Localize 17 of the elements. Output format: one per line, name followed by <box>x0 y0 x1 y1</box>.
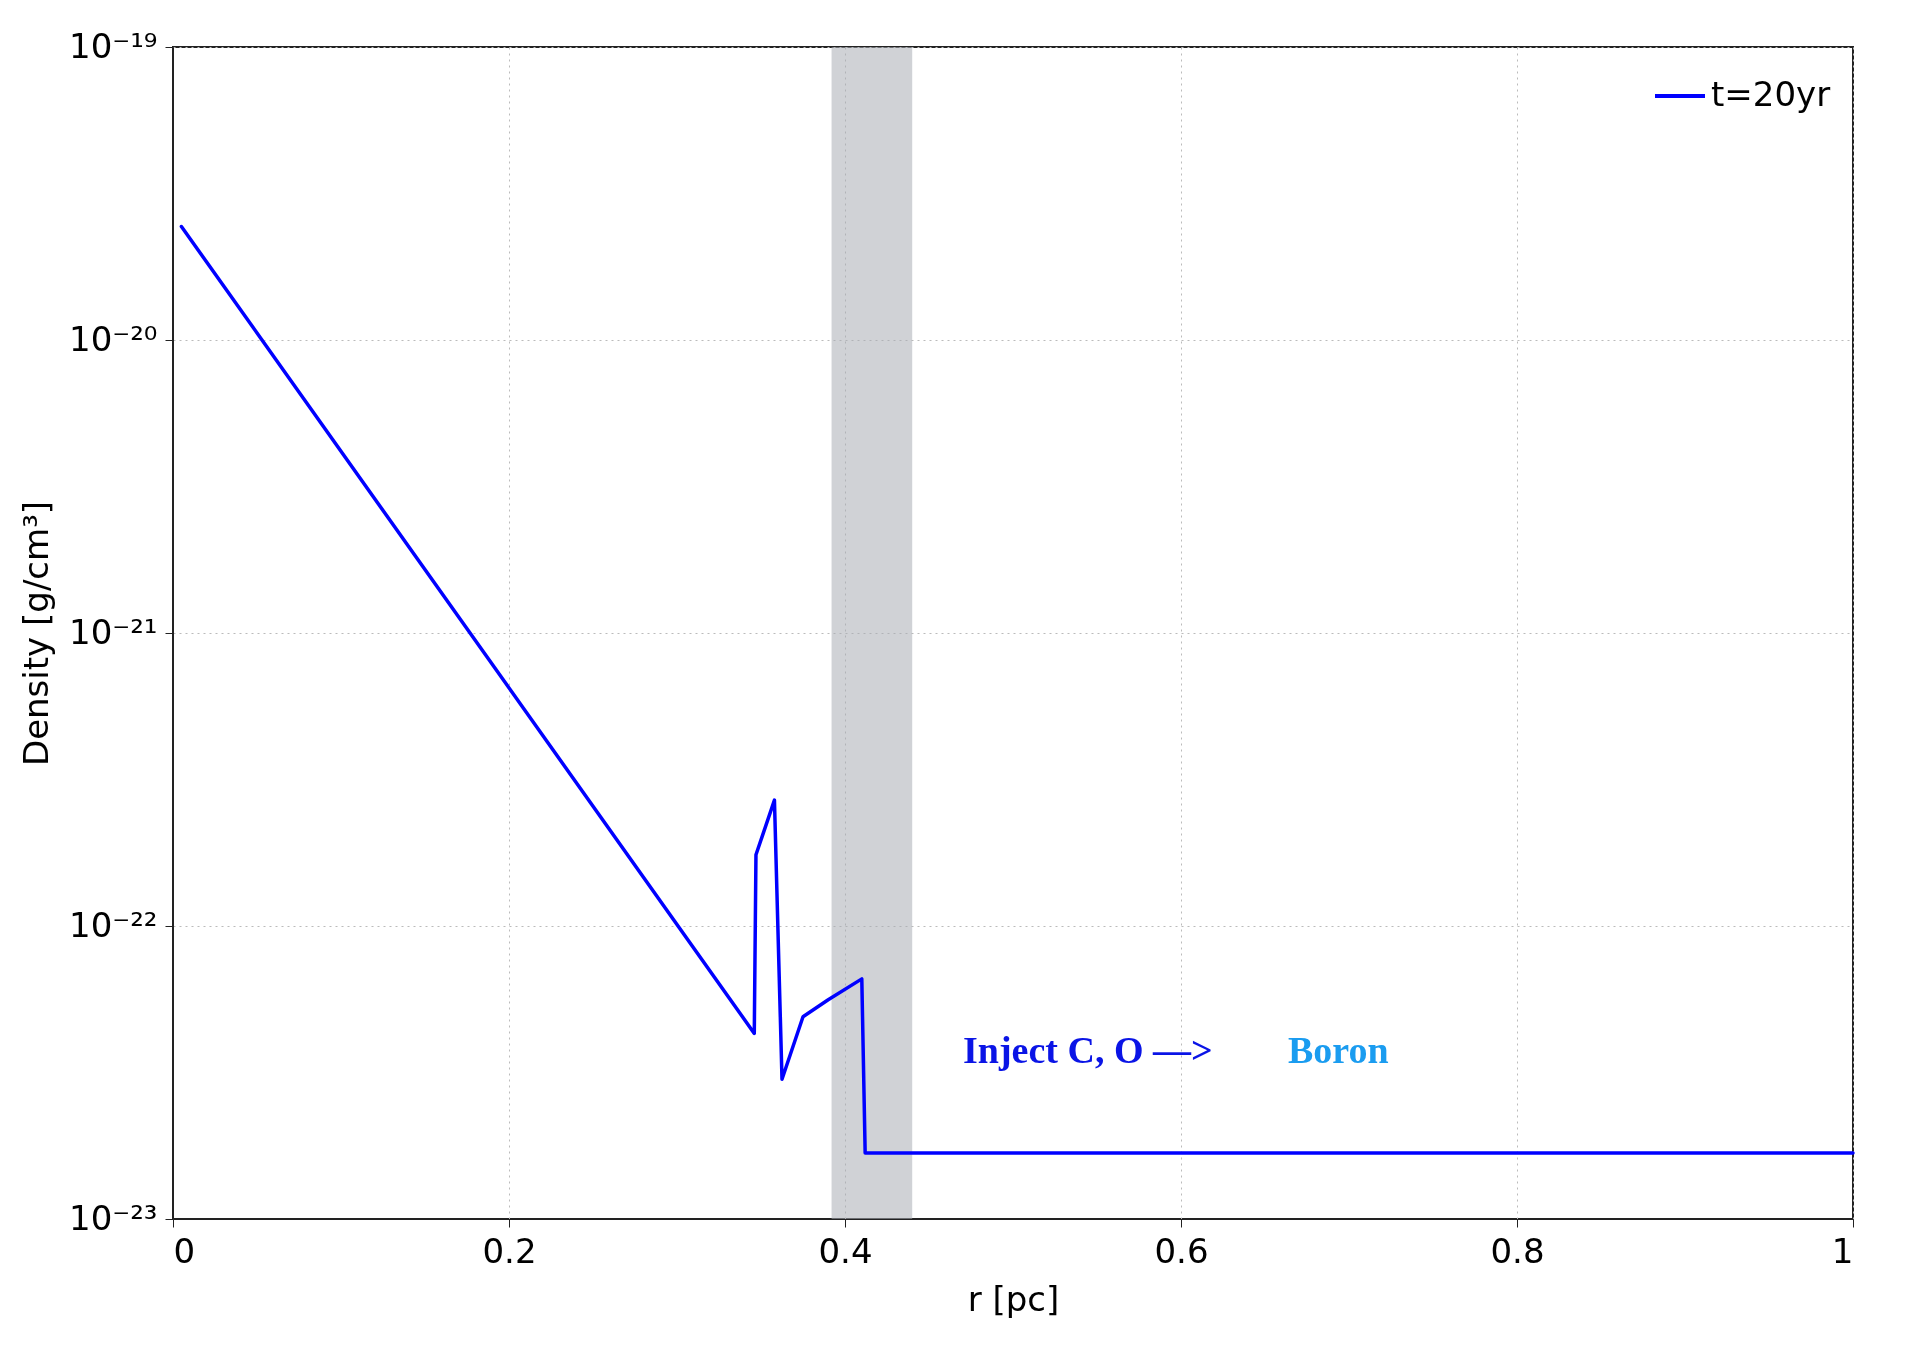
x-tick-label: 0.8 <box>1490 1230 1545 1271</box>
x-tick-label: 0 <box>173 1230 196 1271</box>
y-tick-label: 10⁻²⁰ <box>69 318 158 359</box>
x-tick-label: 0.6 <box>1154 1230 1209 1271</box>
annotation: Boron <box>1288 1029 1389 1071</box>
y-axis-title: Density [g/cm³] <box>16 500 57 767</box>
annotation: Inject C, O —> <box>963 1029 1213 1071</box>
x-tick-label: 1 <box>1831 1230 1854 1271</box>
y-tick-label: 10⁻²¹ <box>69 611 158 652</box>
y-tick-label: 10⁻¹⁹ <box>69 25 158 66</box>
y-tick-label: 10⁻²² <box>69 904 158 945</box>
y-tick-label: 10⁻²³ <box>69 1197 158 1238</box>
x-tick-label: 0.4 <box>818 1230 873 1271</box>
x-axis-title: r [pc] <box>967 1278 1060 1319</box>
line-series <box>179 224 1855 1155</box>
x-tick-label: 0.2 <box>482 1230 537 1271</box>
legend-label: t=20yr <box>1711 74 1831 114</box>
